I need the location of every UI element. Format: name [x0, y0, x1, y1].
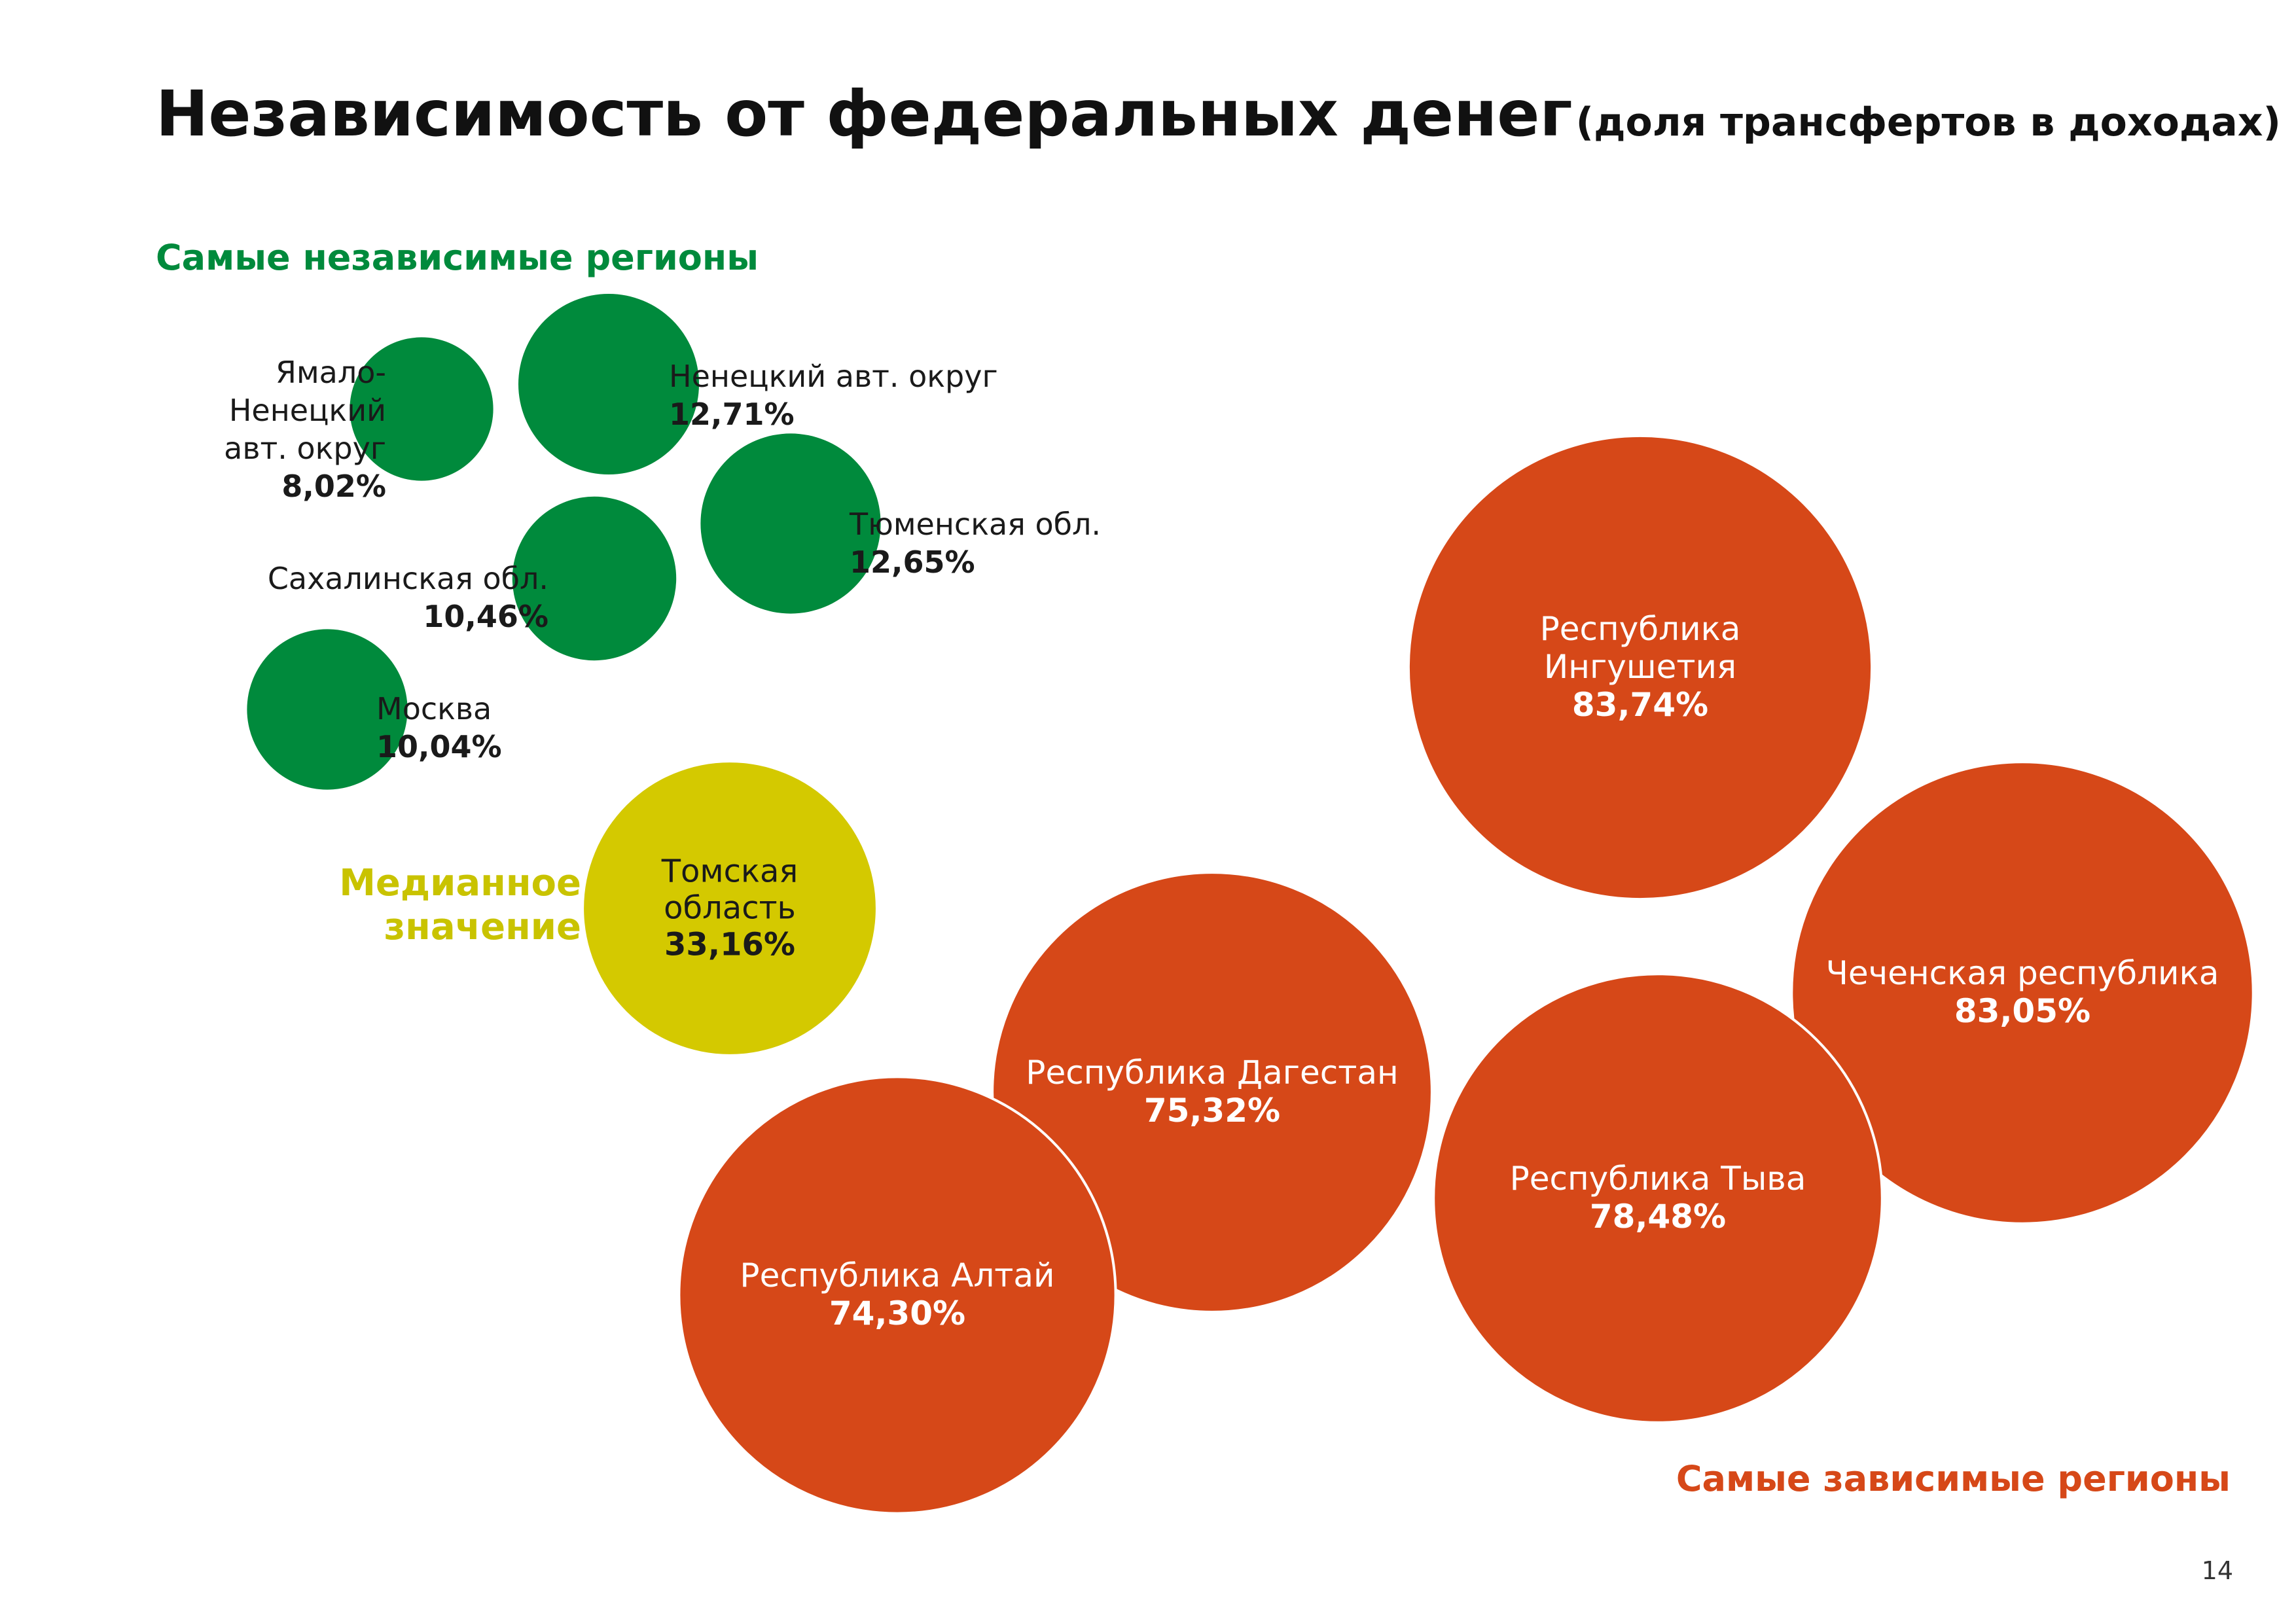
bubble-dependent-5 — [677, 1075, 1117, 1515]
bubble-label-independent-3: Тюменская обл.12,65% — [849, 507, 1101, 580]
page-number: 14 — [2201, 1556, 2233, 1585]
bubble-value-dependent-3: 78,48% — [1590, 1198, 1726, 1236]
bubble-name-dependent-1-line1: Республика — [1540, 610, 1741, 648]
median-label-line2: значение — [384, 906, 581, 949]
bubble-value-independent-2: 12,71% — [669, 397, 795, 432]
bubble-label-independent-4: Сахалинская обл.10,46% — [268, 561, 548, 634]
bubble-independent-2 — [518, 294, 699, 474]
bubble-value-dependent-2: 83,05% — [1954, 992, 2090, 1030]
bubble-value-independent-1: 8,02% — [281, 469, 386, 504]
bubble-name-independent-2-line1: Ненецкий авт. округ — [669, 359, 998, 394]
bubble-value-independent-4: 10,46% — [423, 599, 548, 634]
median-label: Медианное значение — [339, 861, 581, 949]
bubble-dependent-1 — [1407, 434, 1874, 901]
median-label-line1: Медианное — [339, 862, 581, 904]
bubble-name-median-1-line1: Томская — [661, 853, 798, 890]
bubble-median-1 — [584, 762, 876, 1054]
bubble-dependent-4 — [991, 871, 1433, 1313]
bubble-name-dependent-3-line1: Республика Тыва — [1510, 1160, 1806, 1198]
bubble-independent-1 — [350, 337, 493, 481]
bubble-independent-4 — [512, 496, 677, 661]
bubble-name-independent-4-line1: Сахалинская обл. — [268, 561, 548, 596]
title-subtitle: (доля трансфертов в доходах) — [1575, 99, 2281, 145]
bubble-independent-3 — [700, 433, 881, 614]
page-title: Независимость от федеральных денег (доля… — [156, 77, 2281, 151]
dependent-section-label: Самые зависимые регионы — [1676, 1458, 2231, 1499]
bubble-name-median-1-line2: область — [664, 890, 796, 927]
bubble-name-dependent-4-line1: Республика Дагестан — [1026, 1054, 1398, 1092]
bubble-name-independent-3-line1: Тюменская обл. — [849, 507, 1101, 542]
bubble-name-independent-1-line1: Ямало- — [276, 355, 386, 390]
bubble-name-dependent-1-line2: Ингушетия — [1544, 648, 1736, 686]
bubble-name-dependent-2-line1: Чеченская республика — [1826, 954, 2219, 992]
independent-section-label: Самые независимые регионы — [156, 237, 759, 278]
bubble-name-dependent-5-line1: Республика Алтай — [740, 1257, 1054, 1294]
bubble-name-independent-1-line3: авт. округ — [224, 431, 386, 466]
bubble-value-median-1: 33,16% — [664, 927, 795, 963]
title-main: Независимость от федеральных денег — [156, 77, 1573, 151]
bubble-name-independent-1-line2: Ненецкий — [229, 393, 386, 428]
bubble-name-independent-5-line1: Москва — [376, 691, 492, 726]
bubble-dependent-3 — [1432, 972, 1884, 1424]
bubble-value-dependent-5: 74,30% — [829, 1294, 965, 1332]
bubble-value-independent-3: 12,65% — [850, 544, 975, 580]
bubble-value-independent-5: 10,04% — [376, 729, 502, 764]
bubble-dependent-2 — [1790, 760, 2255, 1225]
bubble-independent-5 — [247, 629, 408, 790]
bubble-value-dependent-4: 75,32% — [1144, 1092, 1280, 1130]
bubble-value-dependent-1: 83,74% — [1572, 686, 1708, 724]
